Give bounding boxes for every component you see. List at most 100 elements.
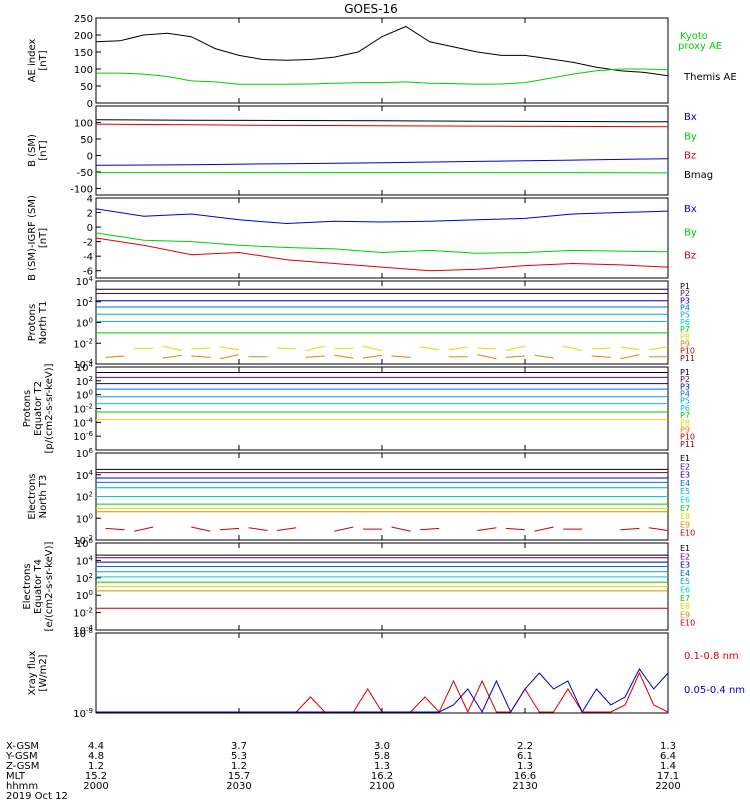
series-line-by bbox=[96, 233, 668, 253]
y-axis-label: B (SM)[nT] bbox=[27, 134, 49, 167]
legend-bx: Bx bbox=[684, 112, 697, 123]
y-axis-label: AE index[nT] bbox=[27, 39, 49, 83]
series-line-bmag bbox=[96, 120, 668, 122]
legend-e10: E10 bbox=[680, 619, 695, 628]
y-tick-label: 102 bbox=[76, 296, 93, 309]
channel-line-p9 bbox=[106, 355, 669, 359]
panel-frame bbox=[96, 367, 668, 450]
legend-by: By bbox=[684, 227, 697, 238]
legend-bz: Bz bbox=[684, 251, 696, 262]
chart-title: GOES-16 bbox=[344, 2, 398, 16]
series-line-bx bbox=[96, 159, 668, 166]
orbit-cell: 2100 bbox=[369, 781, 394, 792]
legend-bx: Bx bbox=[684, 204, 697, 215]
orbit-cell: 2030 bbox=[226, 781, 251, 792]
y-tick-label: 2 bbox=[87, 209, 93, 220]
panel-xray: Xray flux[W/m2] 10-9 10-8 0.1-0.8 nm 0.05-0.… bbox=[27, 627, 745, 720]
series-line-0-1-0-8-nm bbox=[96, 673, 668, 712]
orbit-cell: 2200 bbox=[655, 781, 680, 792]
channel-line-p8 bbox=[134, 346, 668, 350]
legend-e10: E10 bbox=[680, 529, 695, 538]
y-tick-label: -2 bbox=[83, 238, 93, 249]
y-tick-label: 10-4 bbox=[73, 416, 93, 429]
y-axis-label-line: [p/(cm2-s-sr-keV)] bbox=[44, 363, 55, 453]
y-axis-label-line: [e/(cm2-s-sr-keV)] bbox=[44, 541, 55, 631]
y-axis-label-line: Equator T4 bbox=[33, 559, 44, 614]
y-tick-label: 106 bbox=[76, 537, 94, 550]
y-tick-label: 50 bbox=[80, 135, 93, 146]
panel-frame bbox=[96, 18, 668, 103]
y-tick-label: 10-2 bbox=[73, 607, 93, 620]
y-tick-label: 104 bbox=[76, 554, 94, 567]
y-tick-label: 0 bbox=[87, 151, 93, 162]
y-tick-label: 150 bbox=[74, 48, 93, 59]
legend-p11: P11 bbox=[680, 440, 695, 449]
series-line-themis-ae bbox=[96, 27, 668, 76]
orbit-cell: 2000 bbox=[83, 781, 108, 792]
y-axis-label-line: Xray flux bbox=[27, 651, 38, 696]
y-axis-label-line: [nT] bbox=[38, 228, 49, 248]
y-axis-label-line: Equator T2 bbox=[33, 381, 44, 436]
y-axis-label-line: [nT] bbox=[38, 140, 49, 160]
y-tick-label: 104 bbox=[76, 469, 94, 482]
y-axis-label-line: B (SM) bbox=[27, 134, 38, 167]
y-tick-label: 100 bbox=[74, 65, 93, 76]
y-axis-label-line: Protons bbox=[22, 390, 33, 427]
legend-xray-long: 0.1-0.8 nm bbox=[684, 651, 739, 662]
y-tick-label: 10-2 bbox=[73, 403, 93, 416]
legend-bmag: Bmag bbox=[684, 170, 713, 181]
y-tick-label: 102 bbox=[76, 572, 93, 585]
y-axis-label-line: North T1 bbox=[38, 301, 49, 345]
y-tick-label: 100 bbox=[76, 589, 93, 602]
y-tick-label: 100 bbox=[76, 317, 93, 330]
orbit-cell: 2130 bbox=[512, 781, 537, 792]
series-line-kyoto-proxy-ae bbox=[96, 69, 668, 84]
y-tick-label: 0 bbox=[87, 223, 93, 234]
y-tick-label: 250 bbox=[74, 14, 93, 25]
y-tick-label: -50 bbox=[77, 168, 93, 179]
series-line-bz bbox=[96, 238, 668, 271]
orbit-row-label: 2019 Oct 12 bbox=[6, 791, 68, 800]
y-axis-label-line: Protons bbox=[27, 304, 38, 341]
y-tick-label: 10-8 bbox=[73, 627, 93, 640]
legend-p11: P11 bbox=[680, 354, 695, 363]
y-tick-label: 100 bbox=[76, 389, 93, 402]
y-axis-label-line: B (SM)-IGRF (SM) bbox=[27, 195, 38, 281]
y-tick-label: 4 bbox=[87, 194, 93, 205]
series-line-bz bbox=[96, 124, 668, 127]
series-line-bx bbox=[96, 209, 668, 224]
legend-themis-ae: Themis AE bbox=[683, 72, 737, 83]
channel-line-e10 bbox=[106, 527, 669, 531]
series-line-0-05-0-4-nm bbox=[96, 669, 668, 712]
y-tick-label: 10-6 bbox=[73, 430, 93, 443]
y-axis-label-line: [W/m2] bbox=[38, 654, 49, 691]
y-axis-label-line: Electrons bbox=[27, 473, 38, 519]
y-tick-label: 10-9 bbox=[73, 707, 93, 720]
y-axis-label: B (SM)-IGRF (SM)[nT] bbox=[27, 195, 49, 281]
panel-frame bbox=[96, 633, 668, 713]
y-tick-label: 100 bbox=[74, 118, 93, 129]
legend-by: By bbox=[684, 131, 697, 142]
y-tick-label: 50 bbox=[80, 82, 93, 93]
y-tick-label: 100 bbox=[76, 512, 93, 525]
y-axis-label-line: [nT] bbox=[38, 50, 49, 70]
y-tick-label: -4 bbox=[83, 252, 93, 263]
panel-frame bbox=[96, 106, 668, 195]
legend-xray-short: 0.05-0.4 nm bbox=[684, 685, 745, 696]
legend-proxy-ae: proxy AE bbox=[678, 41, 722, 52]
y-axis-label: Xray flux[W/m2] bbox=[27, 651, 49, 696]
y-tick-label: 0 bbox=[87, 99, 93, 110]
y-axis-label-line: North T3 bbox=[38, 475, 49, 519]
